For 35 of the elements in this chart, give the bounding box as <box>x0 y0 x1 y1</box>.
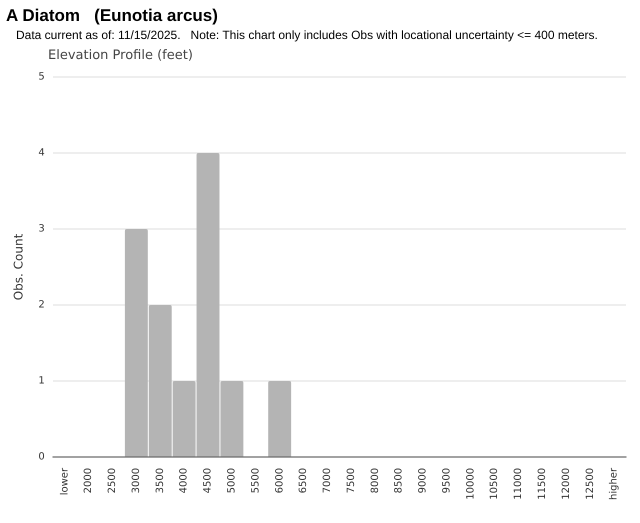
y-tick-label: 3 <box>38 224 45 235</box>
x-tick-label: 4500 <box>202 468 214 494</box>
x-tick-label: 3500 <box>154 468 166 494</box>
y-tick-label: 5 <box>38 72 45 83</box>
x-tick-label: 12500 <box>584 468 596 500</box>
chart-title: A Diatom (Eunotia arcus) <box>6 6 219 26</box>
x-tick-label: 11000 <box>513 468 524 500</box>
x-tick-label: 10000 <box>465 468 476 500</box>
x-tick-label: 2500 <box>107 468 118 494</box>
x-tick-label: 9000 <box>418 468 429 494</box>
y-tick-label: 0 <box>38 452 45 463</box>
x-tick-label: 5500 <box>250 468 262 494</box>
y-tick-label: 2 <box>38 300 45 311</box>
x-tick-label: 5000 <box>226 468 238 494</box>
x-tick-label: 11500 <box>536 468 548 500</box>
x-tick-label: 8500 <box>394 468 405 494</box>
x-tick-label: 7500 <box>346 468 357 494</box>
y-tick-label: 1 <box>38 376 45 387</box>
y-tick-label: 4 <box>38 148 45 159</box>
bar <box>268 380 292 456</box>
x-tick-label: 10500 <box>489 468 500 500</box>
x-tick-label: lower <box>59 467 70 496</box>
x-tick-label: 12000 <box>560 468 572 500</box>
x-tick-label: 2000 <box>83 468 94 494</box>
text: Elevation Profile (feet) <box>48 48 194 63</box>
x-tick-label: 6000 <box>274 468 286 494</box>
x-tick-label: 7000 <box>322 468 334 494</box>
x-tick-label: 9500 <box>441 468 452 494</box>
x-tick-label: 6500 <box>298 468 310 494</box>
x-tick-label: higher <box>608 467 620 500</box>
x-tick-label: 3000 <box>130 468 142 494</box>
x-tick-label: 8000 <box>370 468 381 494</box>
chart-subtitle: Data current as of: 11/15/2025. Note: This chart only includes Obs with locational uncertainty <= 400 meters. <box>16 28 599 42</box>
y-axis-title: Obs. Count <box>11 233 26 300</box>
x-tick-label: 4000 <box>178 468 190 494</box>
